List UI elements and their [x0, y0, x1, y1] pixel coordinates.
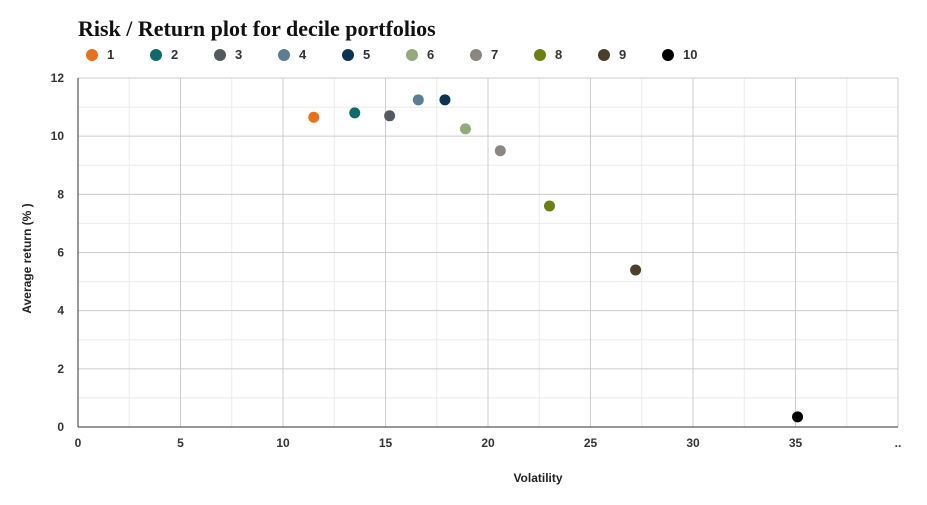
legend-label: 9: [619, 47, 627, 62]
legend-item-4: 4: [278, 47, 306, 62]
data-point-5: [439, 94, 451, 106]
legend-item-2: 2: [150, 47, 178, 62]
x-tick-label: 35: [789, 436, 803, 450]
data-point-7: [494, 145, 506, 157]
x-axis-label: Volatility: [513, 471, 562, 485]
legend-marker: [406, 48, 418, 61]
legend-label: 10: [683, 47, 698, 62]
y-axis-label: Average return (% ): [20, 203, 34, 313]
data-point-4: [412, 94, 424, 106]
data-point-8: [544, 200, 555, 212]
legend-item-1: 1: [86, 47, 114, 62]
legend-marker: [150, 48, 162, 61]
data-point-6: [459, 123, 471, 135]
y-tick-label: 4: [57, 304, 64, 318]
x-tick-label-extra: ..: [895, 436, 902, 450]
legend-label: 7: [491, 47, 499, 62]
y-tick-label: 6: [57, 246, 64, 260]
legend-label: 1: [107, 47, 115, 62]
data-point-3: [384, 110, 396, 122]
x-tick-label: 15: [379, 436, 393, 450]
legend-item-3: 3: [214, 47, 242, 62]
legend-item-9: 9: [598, 47, 626, 62]
y-tick-label: 8: [57, 187, 64, 201]
legend-label: 4: [299, 47, 307, 62]
x-tick-label: 20: [481, 436, 495, 450]
data-point-1: [308, 111, 320, 123]
legend-label: 5: [363, 47, 371, 62]
legend-marker: [278, 48, 290, 61]
legend-marker: [534, 48, 546, 61]
chart-title: Risk / Return plot for decile portfolios: [78, 16, 436, 41]
data-point-2: [349, 107, 361, 119]
legend-marker: [214, 48, 226, 61]
x-tick-label: 0: [75, 436, 82, 450]
y-tick-label: 2: [57, 362, 64, 376]
legend-item-8: 8: [534, 47, 562, 62]
x-tick-label: 25: [584, 436, 598, 450]
y-tick-label: 10: [51, 129, 65, 143]
legend-label: 6: [427, 47, 435, 62]
y-tick-label: 12: [51, 71, 65, 85]
x-tick-label: 5: [177, 436, 184, 450]
legend-item-10: 10: [662, 47, 697, 62]
y-tick-label: 0: [57, 420, 64, 434]
data-point-9: [630, 264, 642, 276]
x-tick-label: 30: [686, 436, 700, 450]
legend-marker: [598, 48, 610, 61]
legend-label: 2: [171, 47, 179, 62]
legend-label: 3: [235, 47, 243, 62]
data-point-10: [792, 411, 804, 423]
legend-item-5: 5: [342, 47, 370, 62]
legend-item-6: 6: [406, 47, 434, 62]
legend-marker: [86, 48, 98, 61]
legend-marker: [470, 48, 482, 61]
legend-marker: [662, 48, 674, 61]
x-tick-label: 10: [276, 436, 290, 450]
legend-marker: [342, 48, 354, 61]
legend-label: 8: [555, 47, 563, 62]
legend-item-7: 7: [470, 47, 498, 62]
